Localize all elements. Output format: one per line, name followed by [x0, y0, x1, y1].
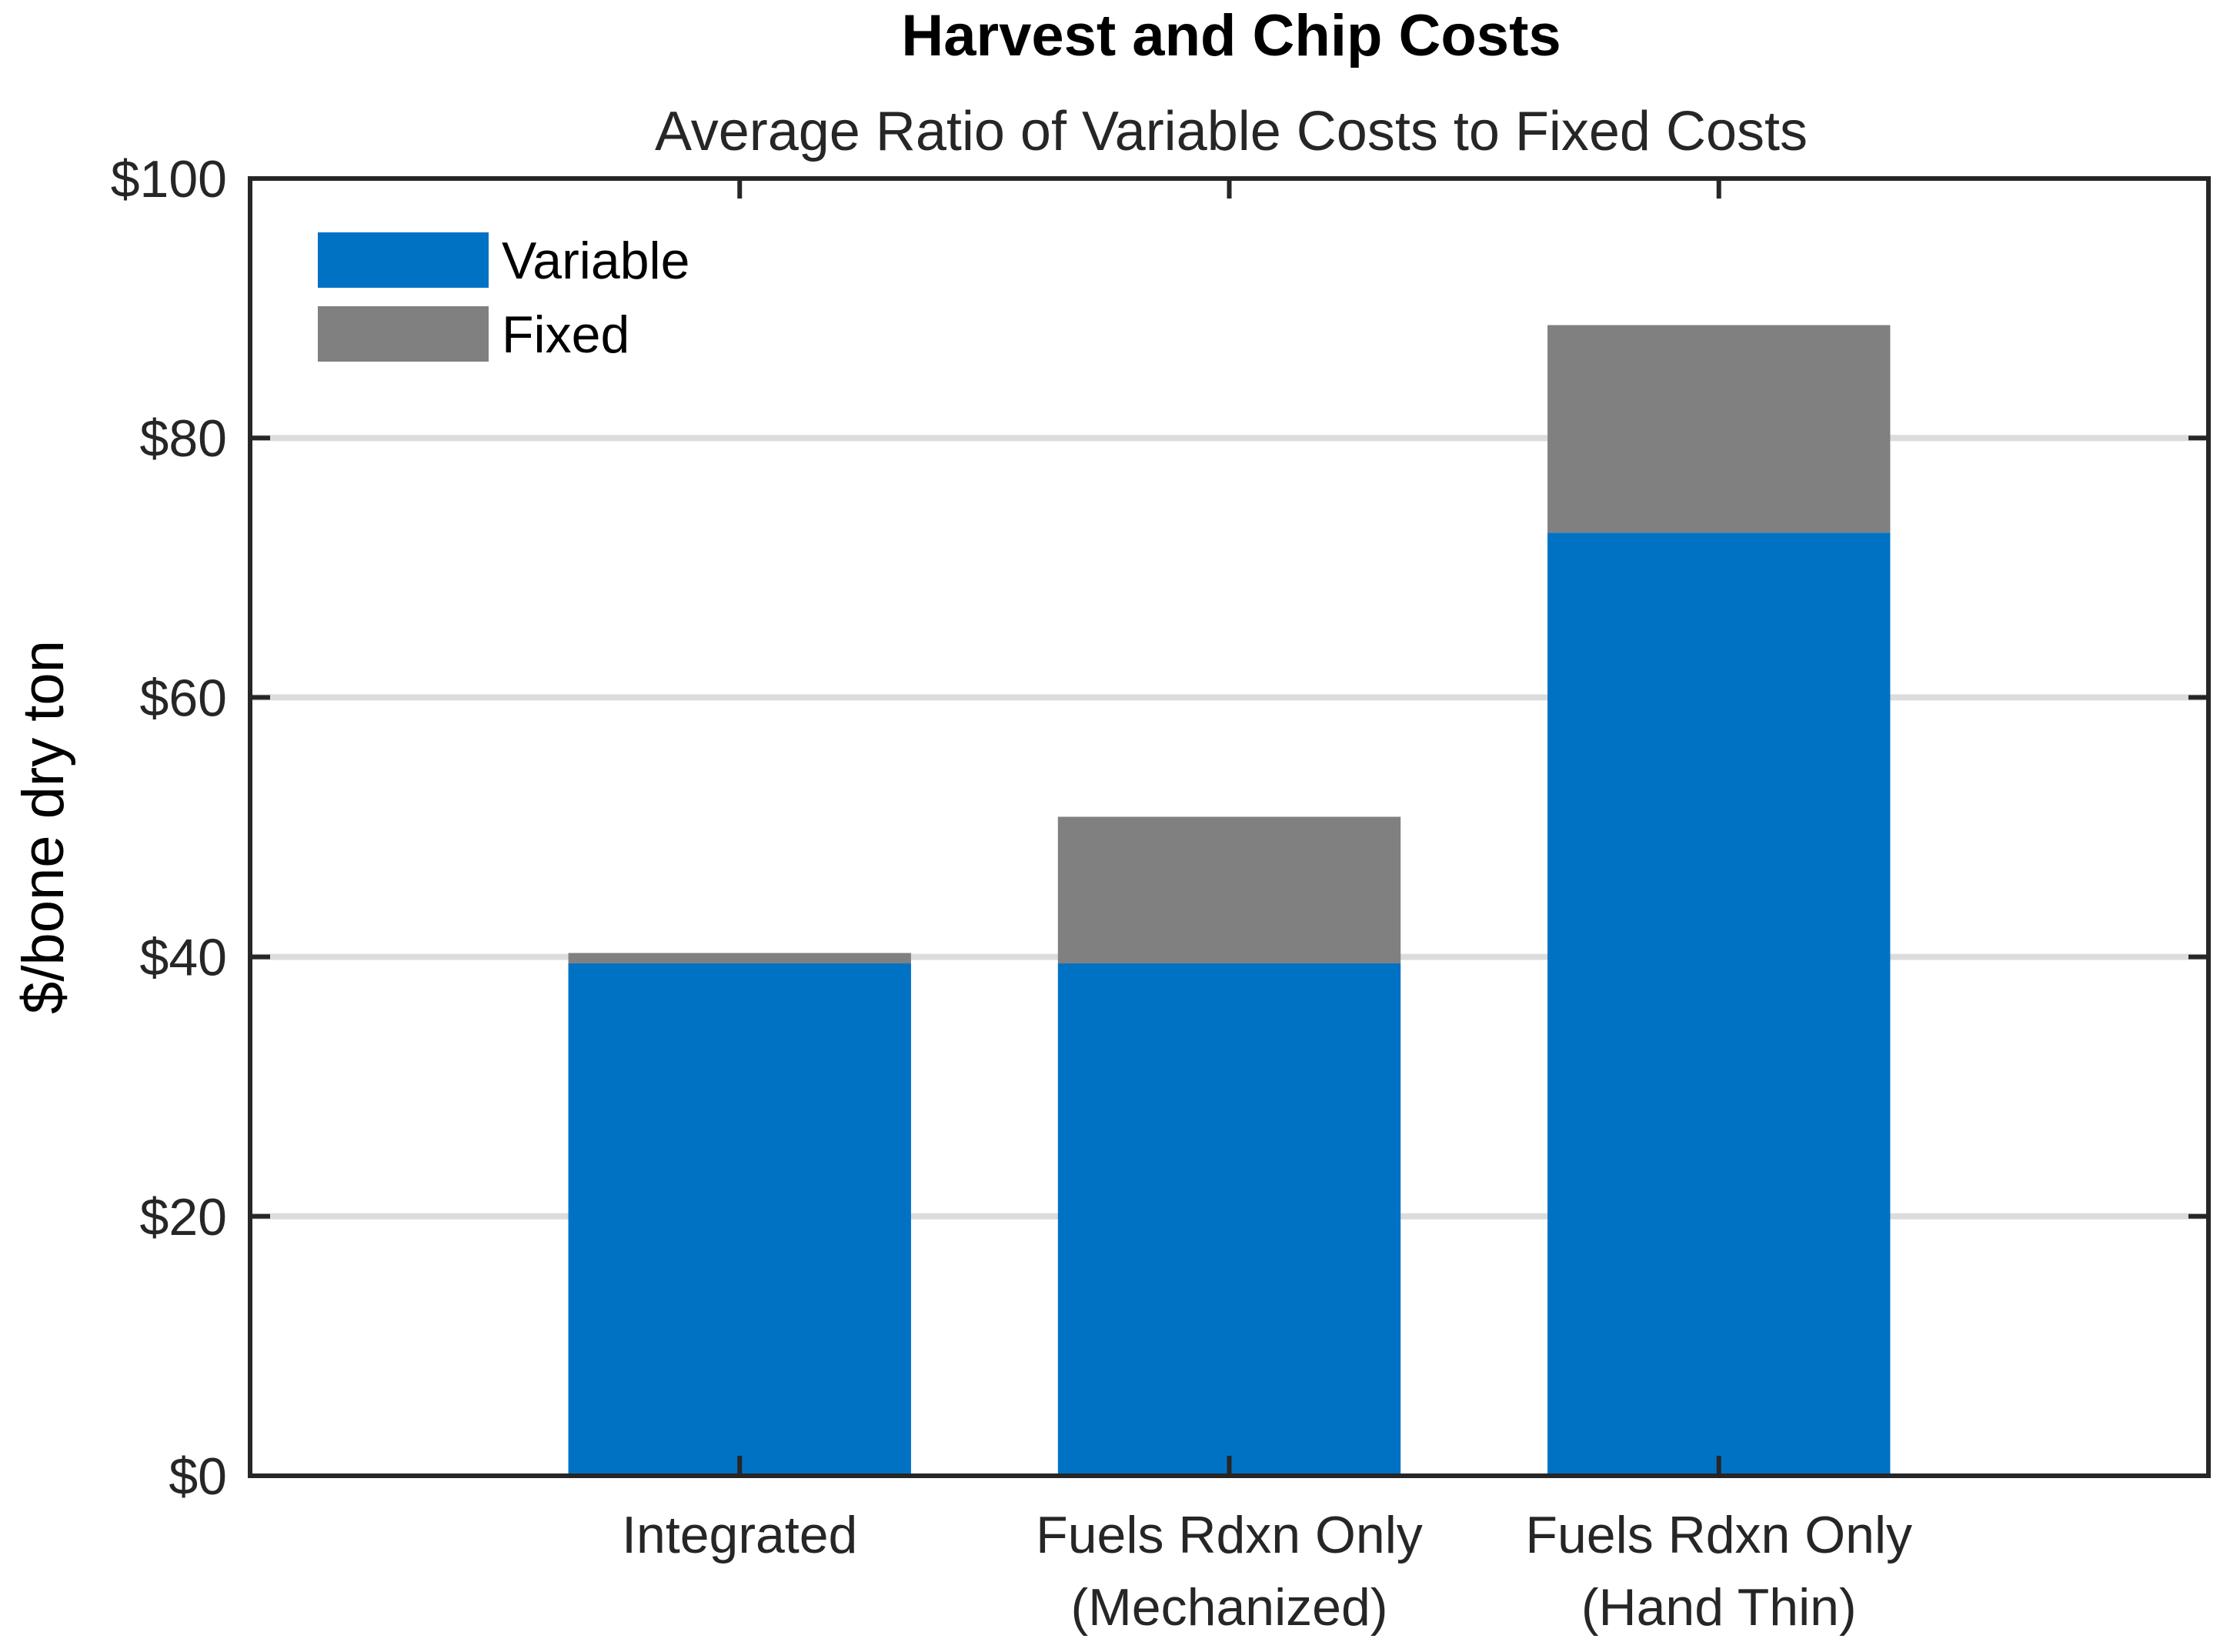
bar-fixed-2	[1057, 816, 1401, 964]
x-tick-label-2: Fuels Rdxn Only	[1036, 1506, 1423, 1564]
x-tick-label-3: (Hand Thin)	[1581, 1578, 1857, 1637]
bars	[568, 325, 1891, 1476]
y-axis-label: $/bone dry ton	[11, 640, 76, 1014]
bar-fixed-3	[1547, 325, 1891, 533]
bar-fixed-1	[568, 953, 911, 964]
y-tick-label: $100	[111, 150, 227, 209]
x-tick-label-1: Integrated	[622, 1506, 857, 1564]
bar-variable-2	[1057, 963, 1401, 1476]
x-tick-label-3: Fuels Rdxn Only	[1525, 1506, 1912, 1564]
y-tick-label: $40	[140, 929, 227, 987]
legend: Variable Fixed	[318, 232, 689, 364]
y-tick-label: $20	[140, 1188, 227, 1247]
axes	[248, 176, 2211, 1478]
legend-label-variable: Variable	[502, 232, 689, 290]
x-tick-labels: Integrated Fuels Rdxn Only (Mechanized) Fue…	[622, 1506, 1912, 1637]
y-tick-labels: $0 $20 $40 $60 $80 $100	[111, 150, 227, 1506]
chart-title: Harvest and Chip Costs	[901, 3, 1561, 68]
y-tick-label: $80	[140, 409, 227, 468]
legend-label-fixed: Fixed	[502, 305, 629, 364]
y-tick-label: $0	[169, 1447, 227, 1506]
chart-subtitle: Average Ratio of Variable Costs to Fixed…	[655, 101, 1808, 162]
y-tick-label: $60	[140, 669, 227, 727]
legend-swatch-variable	[318, 232, 489, 288]
bar-variable-3	[1547, 532, 1891, 1476]
bar-variable-1	[568, 963, 911, 1476]
legend-swatch-fixed	[318, 306, 489, 362]
x-tick-label-2: (Mechanized)	[1071, 1578, 1388, 1637]
